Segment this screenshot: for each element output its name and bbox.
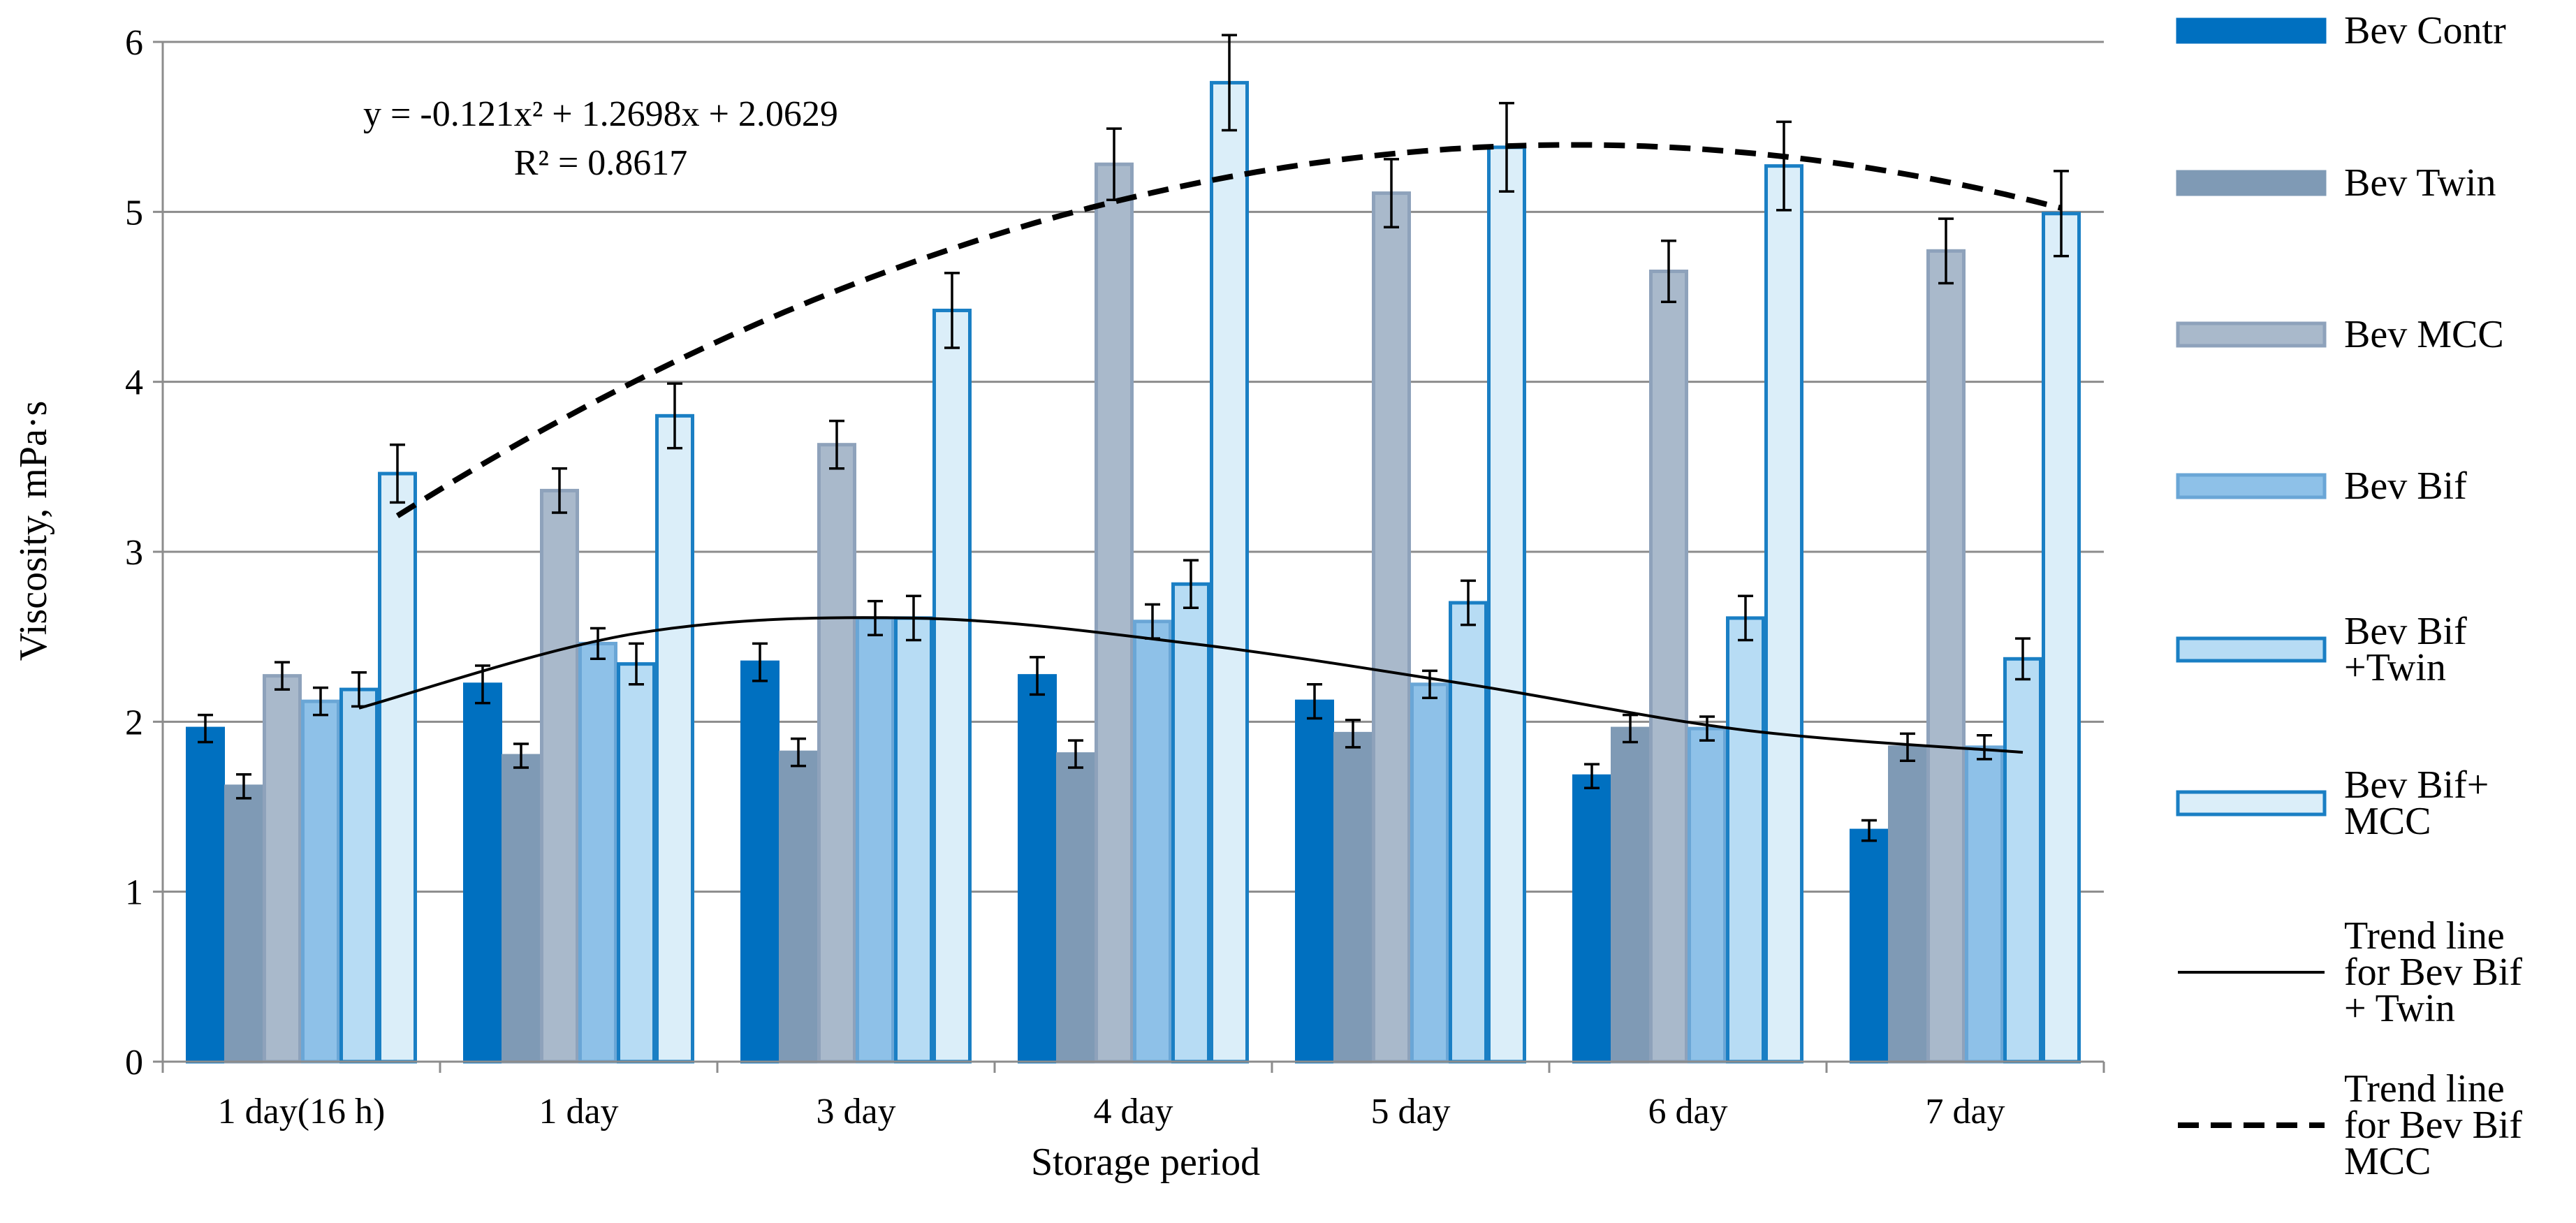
bar: [1449, 601, 1488, 1064]
y-tick-label: 4: [125, 363, 143, 403]
bars: [186, 80, 2081, 1064]
legend-item: Bev Bif+MCC: [2176, 763, 2489, 843]
legend-label: Trend line: [2344, 914, 2505, 958]
bar: [1295, 699, 1334, 1064]
bar: [301, 699, 340, 1064]
x-tick-label: 3 day: [816, 1092, 895, 1132]
bar: [1888, 745, 1927, 1064]
legend-item: Bev Bif+Twin: [2176, 610, 2467, 689]
trend-line-bif-mcc: [395, 142, 2062, 518]
legend-item: Bev Twin: [2176, 161, 2496, 205]
bar: [1850, 828, 1889, 1064]
legend-label: +Twin: [2344, 646, 2446, 689]
legend-item: Bev MCC: [2176, 313, 2504, 356]
legend-label: Bev Bif: [2344, 610, 2467, 653]
bar: [1133, 620, 1172, 1064]
legend-label: Bev Bif: [2344, 464, 2467, 508]
legend-label: Bev Bif+: [2344, 763, 2489, 807]
bar: [502, 754, 541, 1064]
trend-line-bif-twin: [358, 616, 2024, 754]
bar: [817, 443, 856, 1064]
y-tick-label: 6: [125, 23, 143, 63]
bar: [1688, 726, 1727, 1064]
legend-item: Bev Bif: [2176, 464, 2467, 508]
legend-swatch: [2176, 790, 2327, 816]
x-tick-label: 4 day: [1093, 1092, 1173, 1132]
legend-label: Trend line: [2344, 1067, 2505, 1111]
bar: [578, 641, 617, 1064]
bar: [1372, 191, 1411, 1064]
bar: [1764, 164, 1803, 1064]
bar: [1056, 752, 1095, 1064]
trend-lines: [358, 142, 2062, 754]
bar: [1965, 745, 2004, 1064]
bar: [1410, 682, 1449, 1064]
bar: [655, 413, 694, 1064]
legend-label: MCC: [2344, 800, 2431, 843]
bar: [1726, 616, 1765, 1064]
legend-label: for Bev Bif: [2344, 951, 2522, 994]
legend-label: + Twin: [2344, 987, 2455, 1030]
legend-label: Bev Contr: [2344, 9, 2506, 52]
bar: [779, 750, 818, 1064]
x-tick-label: 7 day: [1925, 1092, 2005, 1132]
bar: [463, 682, 502, 1064]
bar: [1210, 80, 1249, 1064]
bar: [1333, 731, 1373, 1064]
bar: [339, 687, 379, 1064]
bar: [932, 308, 972, 1064]
legend-item: Bev Contr: [2176, 9, 2506, 52]
y-tick-label: 1: [125, 873, 143, 913]
bar: [1611, 726, 1650, 1064]
legend-swatch: [2176, 321, 2327, 348]
bar: [1018, 674, 1057, 1064]
y-tick-label: 5: [125, 193, 143, 233]
trend-r-squared: R² = 0.8617: [514, 143, 688, 183]
y-tick-label: 0: [125, 1043, 143, 1083]
bar: [2003, 657, 2042, 1064]
bar: [740, 660, 780, 1064]
bar: [186, 726, 225, 1064]
y-tick-label: 3: [125, 533, 143, 573]
x-tick-label: 5 day: [1370, 1092, 1450, 1132]
y-axis-title: Viscosity, mPa·s: [12, 401, 55, 661]
axes: [153, 41, 2105, 1073]
x-tick-label: 1 day(16 h): [218, 1092, 386, 1132]
legend-label: MCC: [2344, 1140, 2431, 1183]
legend-label: for Bev Bif: [2344, 1104, 2522, 1147]
x-axis-title: Storage period: [1031, 1141, 1260, 1184]
bar: [1171, 582, 1210, 1064]
bar: [1926, 249, 1966, 1064]
x-tick-label: 1 day: [539, 1092, 618, 1132]
bar: [894, 616, 933, 1064]
legend-label: Bev MCC: [2344, 313, 2504, 356]
bar: [378, 471, 417, 1064]
bar: [1572, 774, 1611, 1064]
bar: [263, 674, 302, 1064]
bar: [224, 784, 263, 1064]
tick-labels: 0 1 2 3 4 5 6 1 day(16 h) 1 day 3 day 4 day 5 day 6 …: [125, 23, 2005, 1132]
bar: [1487, 145, 1526, 1064]
bar: [617, 662, 656, 1064]
bar: [1649, 270, 1688, 1064]
bar: [540, 488, 579, 1064]
bar: [1095, 162, 1134, 1064]
legend-swatch: [2176, 170, 2327, 196]
y-tick-label: 2: [125, 703, 143, 742]
bar: [2042, 212, 2081, 1064]
legend-swatch: [2176, 473, 2327, 499]
legend-swatch: [2176, 17, 2327, 44]
legend-swatch: [2176, 636, 2327, 663]
x-tick-label: 6 day: [1648, 1092, 1727, 1132]
legend-label: Bev Twin: [2344, 161, 2496, 205]
trend-equation: y = -0.121x² + 1.2698x + 2.0629: [363, 94, 838, 134]
bar: [856, 616, 895, 1064]
